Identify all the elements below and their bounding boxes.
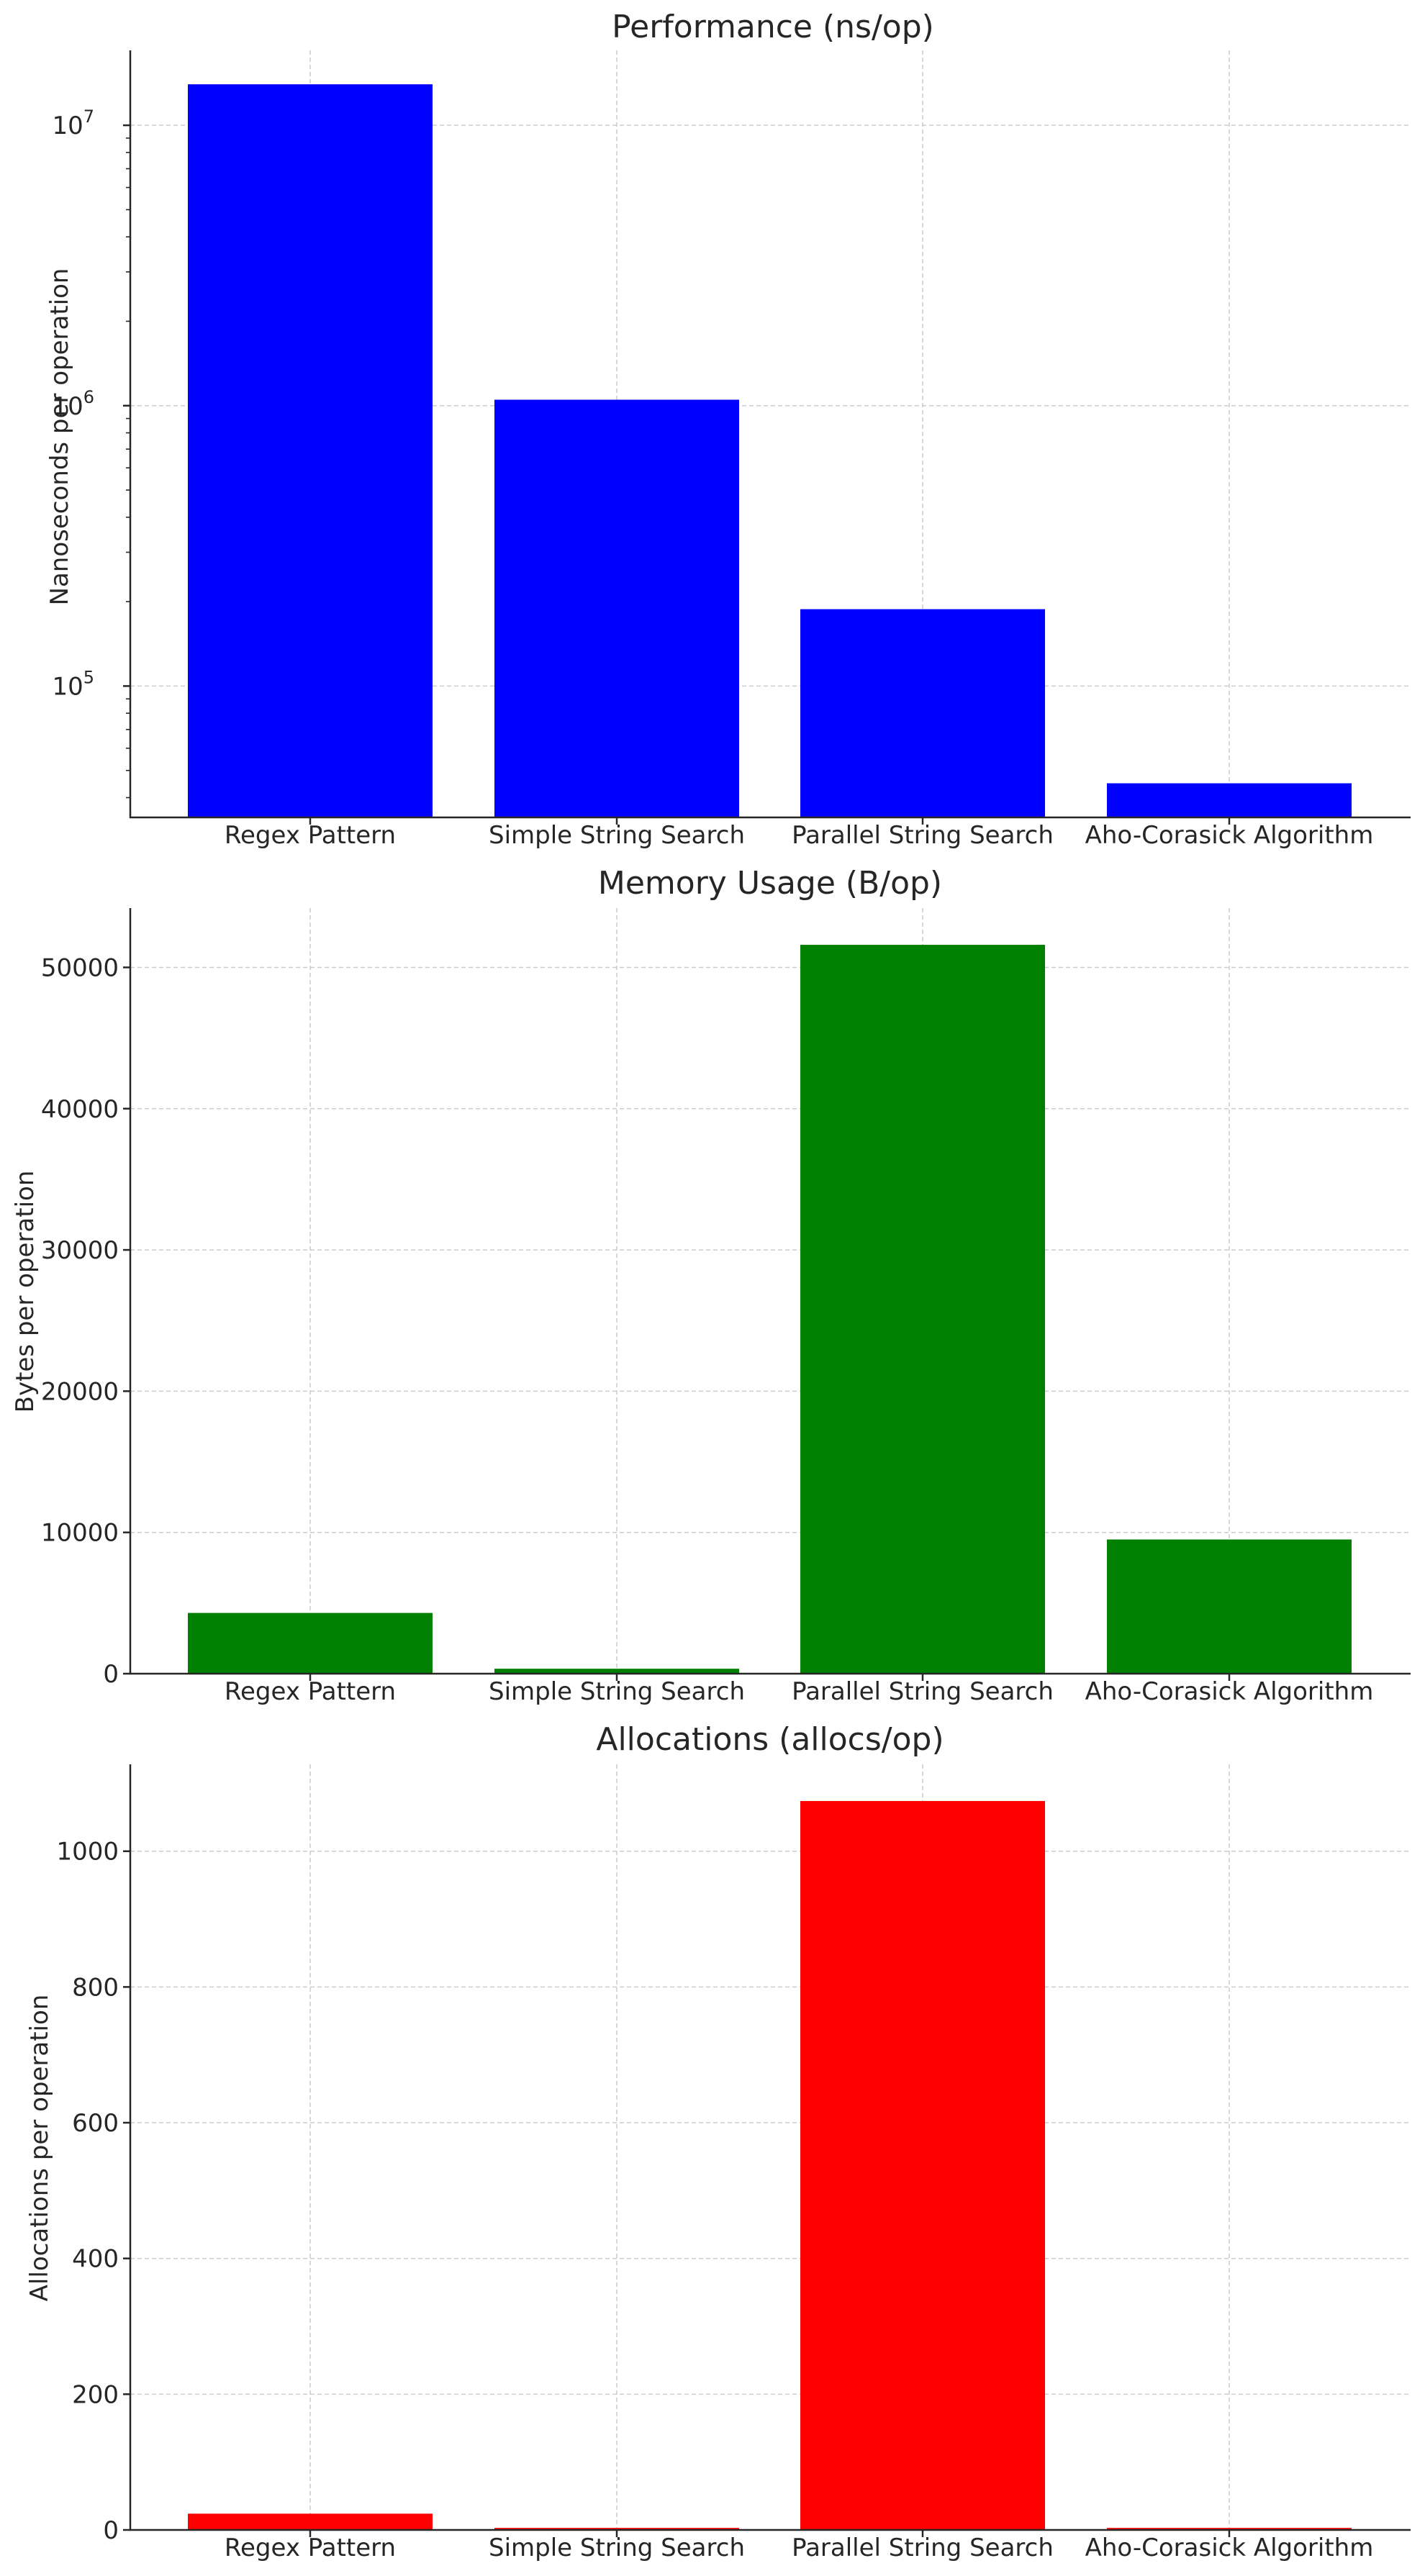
memory-bar [1107,1539,1352,1674]
allocations-bars [188,1800,1352,2530]
allocations-x-ticks: Regex Pattern Simple String Search Paralle… [225,2530,1373,2562]
performance-x-tick-label: Aho-Corasick Algorithm [1085,821,1374,850]
memory-y-ticks: 0 10000 20000 30000 40000 50000 [41,953,130,1689]
allocations-axes [129,1764,1411,2531]
memory-bar [800,945,1045,1674]
allocations-gridlines [130,1764,1411,2531]
performance-y-tick-label: 106 [52,387,94,421]
allocations-y-tick-label: 0 [103,2516,119,2545]
memory-x-tick-label: Parallel String Search [792,1677,1054,1706]
memory-y-tick-label: 20000 [41,1377,119,1406]
allocations-x-tick-label: Aho-Corasick Algorithm [1085,2534,1374,2562]
allocations-bar [1107,2528,1352,2530]
allocations-y-tick-label: 800 [72,1973,119,2002]
allocations-chart: 0 200 400 600 800 1000 Regex Pattern Simple St… [25,1721,1411,2562]
allocations-bar [800,1800,1045,2530]
memory-x-tick-label: Regex Pattern [225,1677,396,1706]
memory-chart-title: Memory Usage (B/op) [598,865,942,902]
performance-x-ticks: Regex Pattern Simple String Search Paralle… [225,817,1373,850]
memory-y-tick-label: 40000 [41,1095,119,1124]
performance-axis-spines [129,50,1411,819]
allocations-y-axis-label: Allocations per operation [25,1995,54,2302]
allocations-chart-title: Allocations (allocs/op) [596,1721,944,1758]
allocations-x-tick-label: Parallel String Search [792,2534,1054,2562]
memory-y-tick-label: 50000 [41,953,119,982]
performance-bars [188,84,1352,818]
performance-x-tick-label: Parallel String Search [792,821,1054,850]
memory-y-axis-label: Bytes per operation [11,1171,40,1413]
memory-y-tick-label: 0 [103,1660,119,1689]
allocations-bar [188,2513,433,2530]
allocations-bar [494,2528,739,2530]
memory-y-tick-label: 10000 [41,1519,119,1548]
performance-bar [494,399,739,817]
allocations-x-tick-label: Simple String Search [489,2534,745,2562]
performance-bar [1107,783,1352,817]
allocations-axis-spines [129,1764,1411,2531]
performance-bar [188,84,433,818]
allocations-y-tick-label: 200 [72,2380,119,2409]
allocations-y-tick-label: 400 [72,2245,119,2274]
memory-bar [494,1669,739,1674]
memory-bars [188,945,1352,1674]
allocations-y-ticks: 0 200 400 600 800 1000 [56,1838,130,2545]
allocations-y-tick-label: 600 [72,2109,119,2138]
performance-x-tick-label: Regex Pattern [225,821,396,850]
performance-chart: 105 106 107 Regex Pattern Simple String Sea… [45,9,1411,850]
memory-x-tick-label: Simple String Search [489,1677,745,1706]
memory-x-ticks: Regex Pattern Simple String Search Paralle… [225,1674,1373,1706]
allocations-y-tick-label: 1000 [56,1838,119,1867]
performance-bar [800,609,1045,817]
performance-y-tick-label: 107 [52,106,94,140]
allocations-x-tick-label: Regex Pattern [225,2534,396,2562]
performance-y-tick-label: 105 [52,667,94,701]
memory-chart: 0 10000 20000 30000 40000 50000 Regex Pattern… [11,865,1411,1706]
memory-x-tick-label: Aho-Corasick Algorithm [1085,1677,1374,1706]
performance-y-axis-label: Nanoseconds per operation [45,268,74,606]
performance-x-tick-label: Simple String Search [489,821,745,850]
memory-y-tick-label: 30000 [41,1236,119,1265]
performance-axes [129,50,1411,819]
memory-bar [188,1613,433,1674]
performance-y-ticks: 105 106 107 [52,106,130,799]
performance-chart-title: Performance (ns/op) [612,9,934,45]
